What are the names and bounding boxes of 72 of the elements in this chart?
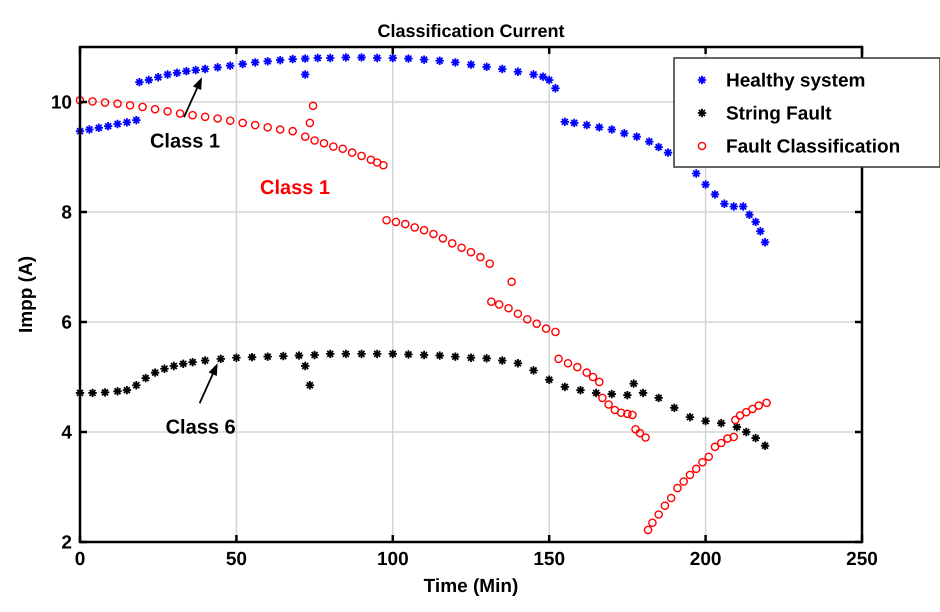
point <box>482 353 492 364</box>
y-axis-title: Impp (A) <box>16 256 37 334</box>
point <box>622 390 632 400</box>
point <box>262 352 273 362</box>
annotation: Class 1 <box>260 177 330 199</box>
point <box>628 378 639 389</box>
x-tick-label: 50 <box>226 549 247 570</box>
y-tick-label: 2 <box>61 532 72 554</box>
y-tick-label: 8 <box>61 202 72 224</box>
point <box>741 426 752 438</box>
point <box>372 348 382 359</box>
point <box>544 374 554 385</box>
legend-label: Healthy system <box>726 70 866 92</box>
point <box>638 388 648 398</box>
point <box>388 348 398 359</box>
point <box>278 351 288 362</box>
point <box>732 422 742 432</box>
point <box>512 358 524 368</box>
point <box>168 360 179 372</box>
point <box>684 412 696 422</box>
point <box>497 355 508 366</box>
point <box>87 388 98 398</box>
point <box>560 382 570 392</box>
point <box>231 352 242 363</box>
point <box>700 416 711 426</box>
point <box>150 368 160 378</box>
point <box>418 350 430 360</box>
point <box>340 348 351 359</box>
point <box>112 386 123 396</box>
point <box>300 360 310 372</box>
point <box>669 402 680 413</box>
point <box>750 432 761 444</box>
point <box>246 352 258 362</box>
point <box>606 388 617 400</box>
x-tick-label: 100 <box>376 549 409 570</box>
point <box>131 380 142 390</box>
point <box>654 392 664 403</box>
point <box>188 357 198 368</box>
chart-title: Classification Current <box>377 21 565 41</box>
point <box>575 385 586 396</box>
point <box>122 385 132 396</box>
y-tick-label: 4 <box>61 422 72 444</box>
point <box>178 358 188 369</box>
annotation: Class 6 <box>166 416 236 438</box>
point <box>434 350 445 361</box>
legend-label: Fault Classification <box>726 136 900 158</box>
point <box>450 352 460 362</box>
point <box>310 350 320 360</box>
point <box>403 349 414 360</box>
point <box>216 354 226 364</box>
y-tick-label: 10 <box>50 92 72 114</box>
x-tick-label: 250 <box>846 549 878 570</box>
point <box>140 373 151 384</box>
point <box>356 348 367 359</box>
point <box>325 348 336 359</box>
point <box>100 387 110 398</box>
x-tick-label: 150 <box>533 549 566 570</box>
point <box>716 418 726 428</box>
point <box>760 440 770 451</box>
point <box>200 355 210 366</box>
x-axis-title: Time (Min) <box>424 576 518 597</box>
legend-label: String Fault <box>726 104 832 125</box>
point <box>591 388 602 398</box>
point <box>159 364 170 374</box>
x-tick-label: 200 <box>690 549 722 570</box>
point <box>466 352 476 363</box>
annotation: Class 1 <box>150 130 220 152</box>
y-tick-label: 6 <box>61 312 72 334</box>
point <box>304 380 316 390</box>
point <box>528 365 539 376</box>
x-tick-label: 0 <box>74 549 86 570</box>
point <box>294 350 304 361</box>
